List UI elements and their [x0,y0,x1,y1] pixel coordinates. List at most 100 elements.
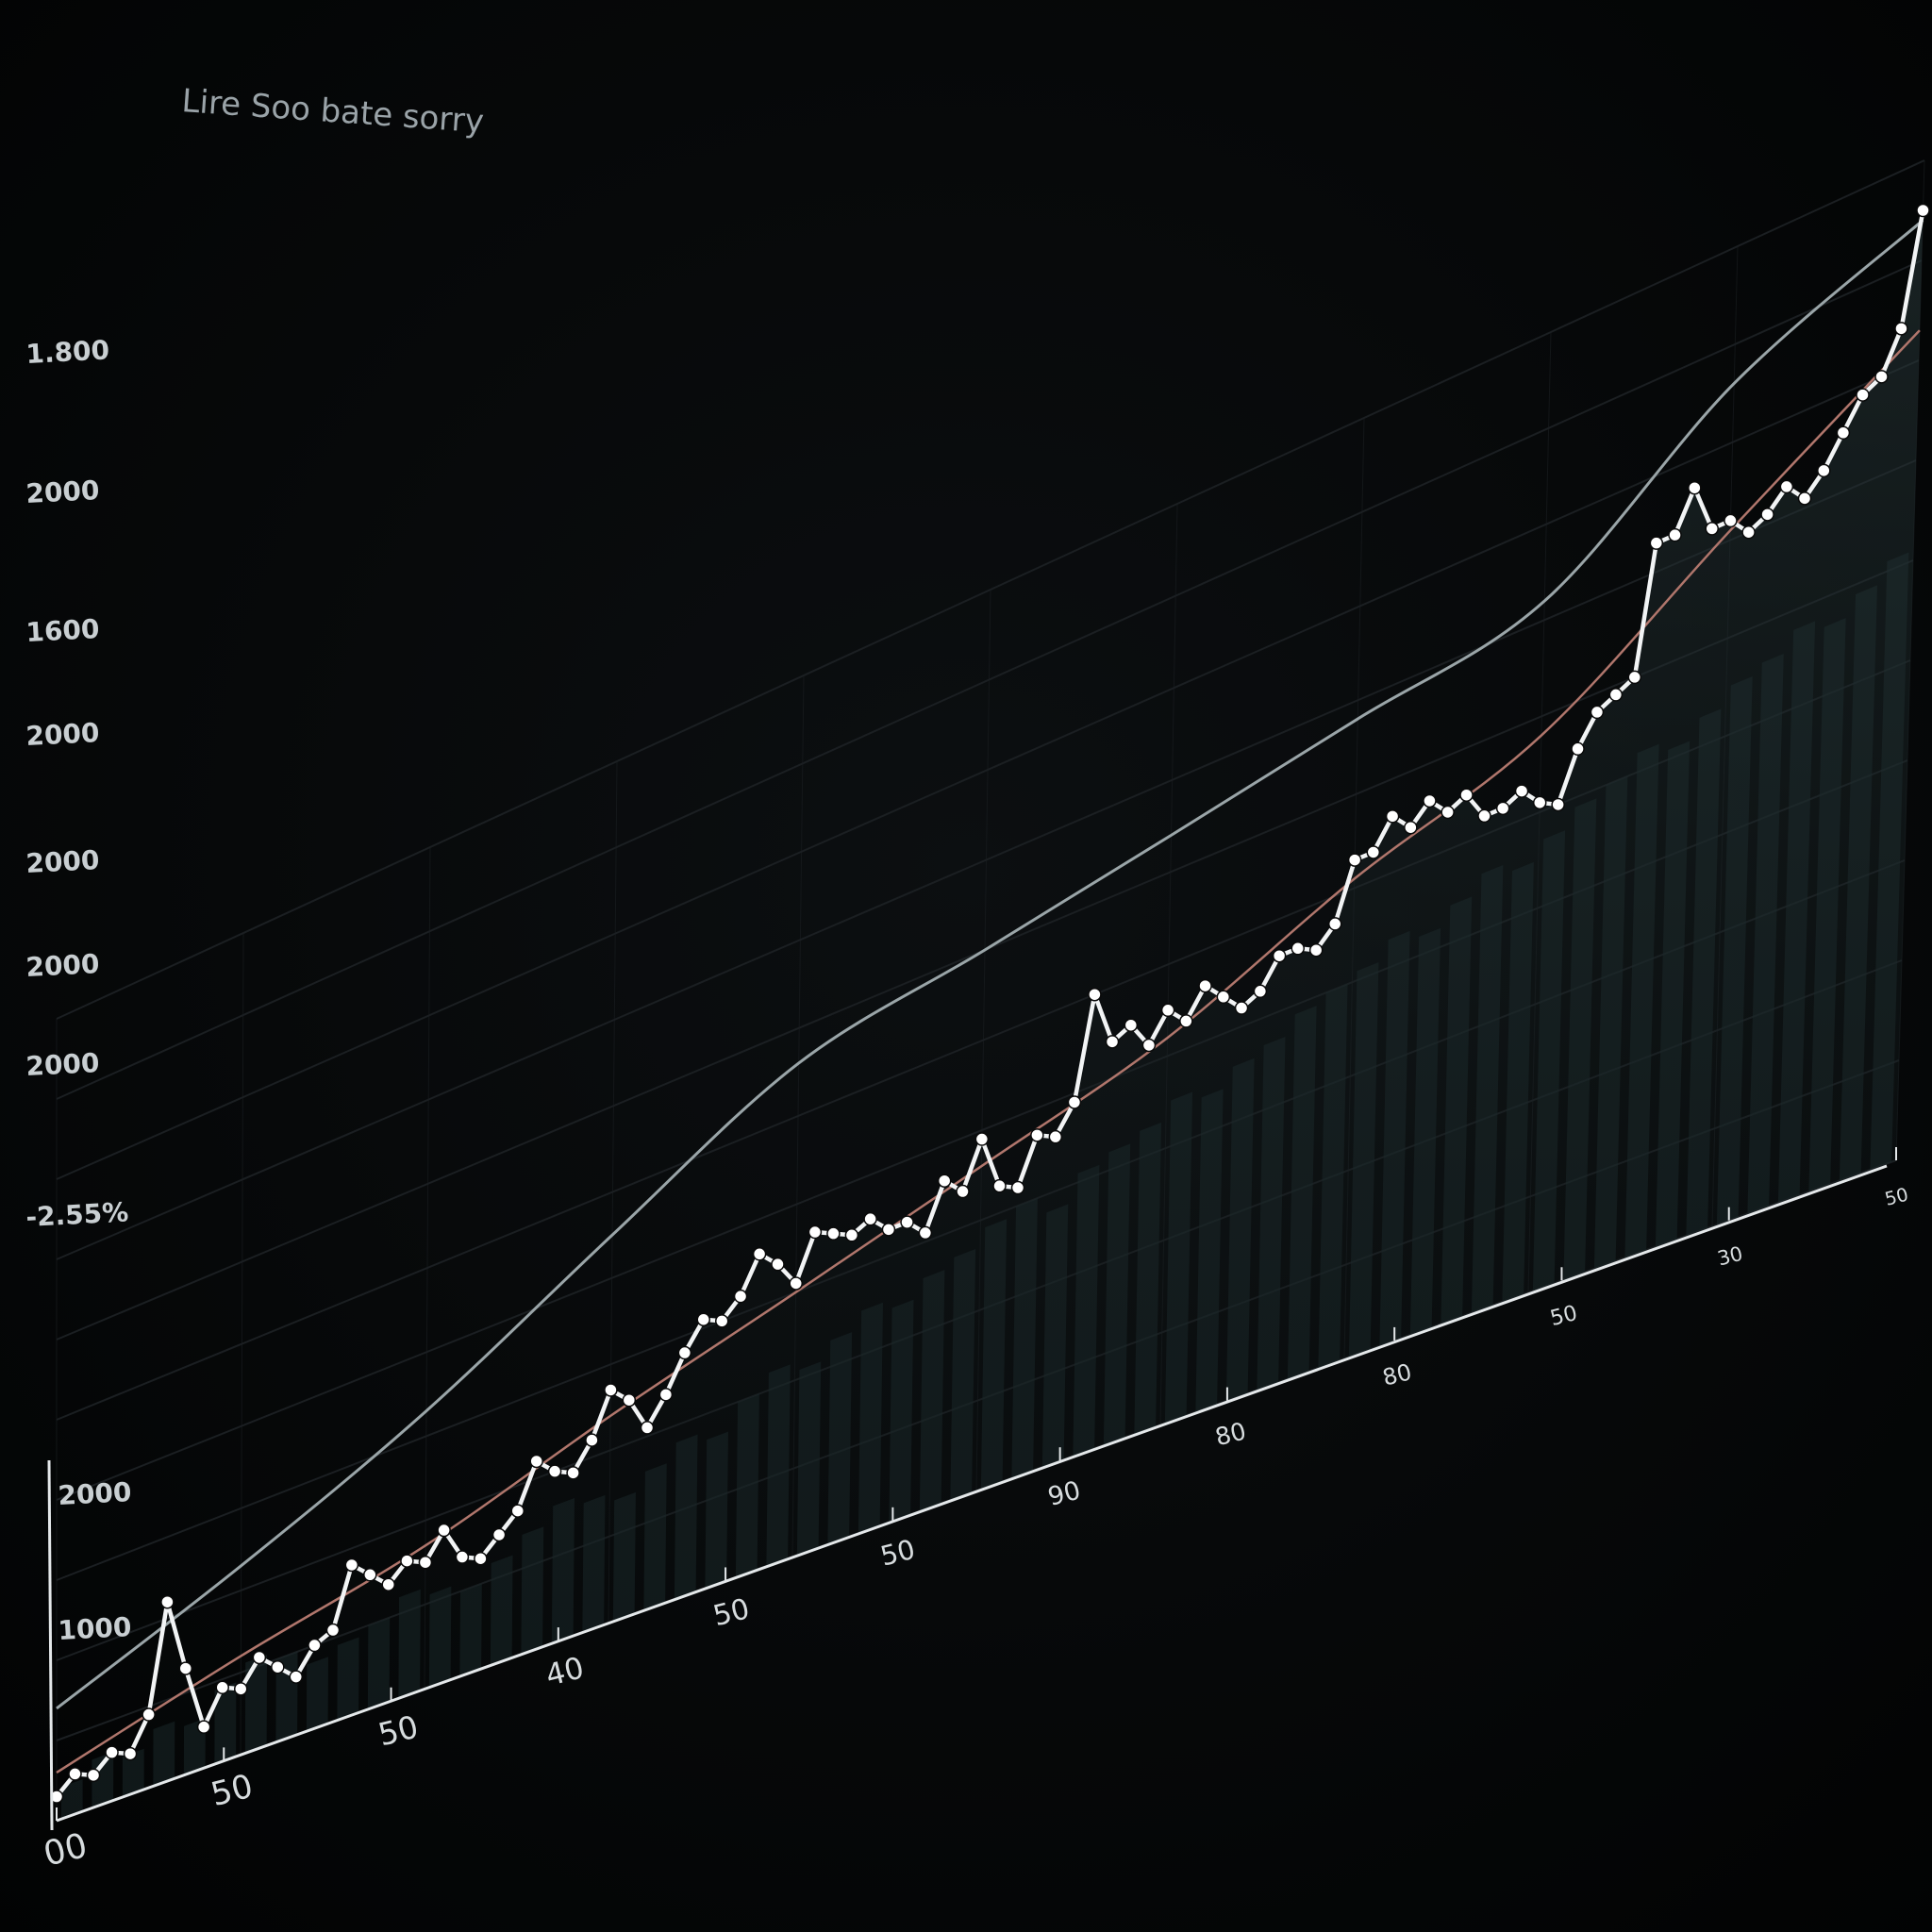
data-point [1234,1001,1249,1015]
data-point [363,1568,377,1582]
data-point [585,1433,599,1447]
data-point [233,1682,248,1696]
data-point [1459,788,1474,802]
data-point [142,1707,156,1722]
data-point [1817,463,1831,478]
data-point [491,1527,507,1542]
data-point [344,1557,359,1573]
data-point [1105,1035,1120,1049]
data-point [622,1392,637,1407]
data-point [752,1247,767,1261]
data-point [1551,797,1565,812]
data-point [1030,1128,1044,1142]
y-tick-labels: 1.800 2000 1600 2000 2000 2000 2000 -2.55% 2000 1… [25,334,133,1646]
curve-lines [56,219,1924,1774]
data-point [1571,741,1585,757]
data-point [1067,1095,1082,1109]
data-point [918,1225,933,1241]
axes [47,1147,1897,1831]
data-point [1514,784,1529,798]
data-point [1404,820,1418,835]
data-point [771,1257,785,1272]
area-fill [57,210,1924,1821]
data-point [1724,513,1738,528]
data-point [1894,322,1908,336]
data-point [1741,525,1756,540]
data-point [1010,1180,1025,1195]
data-point [956,1184,970,1199]
main-series [49,203,1930,1804]
data-point [733,1289,748,1304]
data-point [604,1383,618,1397]
y-tick-label: 2000 [58,1476,133,1511]
y-tick-label: 2000 [25,1047,101,1082]
data-point [289,1670,304,1684]
data-point [1272,948,1287,963]
data-point [696,1312,711,1326]
data-point [1627,670,1642,685]
data-point [1668,527,1682,542]
data-point [1253,984,1268,999]
data-point [1216,990,1231,1005]
data-point [1179,1014,1193,1028]
data-point [271,1659,285,1674]
data-point [1705,522,1719,536]
grid-line-vertical [424,846,431,1690]
data-point [1141,1038,1157,1053]
data-point [474,1551,488,1566]
y-tick-label: 1.800 [25,334,110,370]
data-point [1048,1129,1063,1144]
data-point [1124,1018,1139,1032]
y-tick-label: 1000 [58,1611,133,1646]
data-point [826,1226,841,1241]
data-point [1327,917,1342,931]
data-point [1160,1003,1175,1018]
data-point [1688,480,1702,495]
data-point [308,1638,322,1653]
x-axis [56,1164,1888,1823]
data-point [381,1577,396,1591]
data-point [808,1224,823,1240]
y-tick-label: 2000 [25,717,101,752]
y-tick-label: 1600 [25,613,101,648]
data-point [1797,491,1812,506]
data-point [1608,688,1624,702]
data-point [1441,805,1455,820]
data-point [1779,479,1794,494]
data-point [86,1768,101,1783]
data-point [437,1523,451,1538]
data-point [1088,987,1102,1002]
main-area [57,210,1924,1821]
data-point [196,1720,211,1734]
grid-line-vertical [240,932,244,1756]
data-point [68,1767,82,1781]
data-point [215,1680,229,1695]
data-point [178,1661,193,1675]
data-point [1836,425,1851,441]
y-tick-label: -2.55% [25,1196,129,1233]
data-point [529,1454,543,1469]
y-axis [47,1459,54,1831]
data-point [658,1388,674,1402]
data-point [1649,536,1664,550]
y-tick-label: 2000 [25,844,101,879]
data-point [547,1464,562,1478]
data-point [937,1174,952,1188]
data-point [418,1555,433,1570]
y-tick-label: 2000 [25,948,101,983]
data-point [1856,388,1870,402]
data-point [992,1178,1007,1193]
data-point [566,1466,580,1480]
data-point [1916,203,1930,218]
data-point [1590,705,1605,720]
data-point [510,1504,525,1518]
data-point [1874,370,1889,384]
data-point [1198,978,1212,993]
data-point [123,1746,138,1761]
trend-line [56,329,1921,1774]
data-point [974,1132,990,1146]
data-point [105,1745,119,1759]
data-point [252,1650,267,1665]
data-point [863,1211,877,1226]
